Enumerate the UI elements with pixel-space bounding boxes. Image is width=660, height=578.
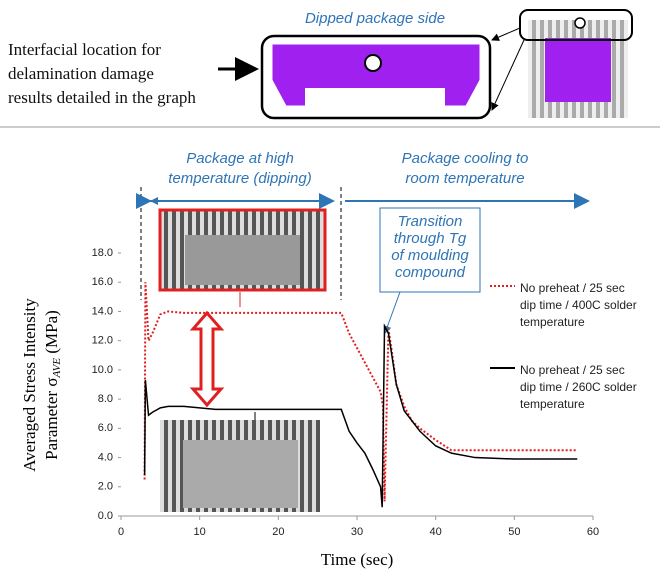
header-line: delamination damage (8, 62, 253, 86)
x-tick-label: 0 (118, 526, 124, 538)
y-tick-label: 10.0 (92, 364, 113, 376)
x-tick-label: 20 (272, 526, 284, 538)
legend-entry: No preheat / 25 sec dip time / 260C sold… (520, 362, 638, 413)
x-tick-label: 30 (351, 526, 363, 538)
package-top (545, 38, 611, 102)
annotation: Package cooling to (402, 150, 529, 167)
page: {"figure_header": {"lines": ["Interfacia… (0, 0, 660, 578)
x-tick-label: 40 (430, 526, 442, 538)
y-tick-label: 0.0 (98, 510, 113, 522)
annotation: Package at high (186, 150, 294, 167)
x-axis-title: Time (sec) (321, 550, 394, 569)
y-tick-label: 6.0 (98, 422, 113, 434)
y-tick-label: 4.0 (98, 451, 113, 463)
header-line: Interfacial location for (8, 38, 253, 62)
arrow-head (150, 197, 158, 205)
annotation: Transition (398, 213, 463, 230)
annotation: room temperature (405, 170, 524, 187)
photo-hot-die (185, 235, 300, 285)
photo-cool-die (183, 440, 298, 508)
y-tick-label: 2.0 (98, 481, 113, 493)
y-tick-label: 18.0 (92, 247, 113, 259)
annotation: of moulding (391, 247, 469, 264)
diagram-label: Dipped package side (305, 10, 445, 27)
x-tick-label: 10 (194, 526, 206, 538)
y-tick-label: 14.0 (92, 305, 113, 317)
x-tick-label: 50 (508, 526, 520, 538)
y-title-line: (MPa) (42, 310, 61, 358)
difference-arrow (193, 313, 221, 405)
y-tick-label: 8.0 (98, 393, 113, 405)
legend-entry: No preheat / 25 sec dip time / 400C sold… (520, 280, 638, 331)
header-text: Interfacial location for delamination da… (8, 38, 253, 110)
annotation: through Tg (394, 230, 467, 247)
zoom-arrow (492, 28, 520, 40)
y-title-sub: AVE (51, 358, 63, 379)
package-die (305, 88, 445, 106)
y-tick-label: 16.0 (92, 276, 113, 288)
annotation: temperature (dipping) (168, 170, 311, 187)
transition-arrow (385, 292, 400, 333)
zoom-arrow (492, 40, 524, 110)
y-tick-label: 12.0 (92, 335, 113, 347)
header-line: results detailed in the graph (8, 86, 253, 110)
package-hole (365, 55, 381, 71)
y-title-line: Averaged Stress Intensity (20, 298, 39, 472)
x-tick-label: 60 (587, 526, 599, 538)
annotation: compound (395, 264, 466, 281)
y-title-line: Parameter σ (42, 378, 61, 460)
package-top-hole (575, 18, 585, 28)
